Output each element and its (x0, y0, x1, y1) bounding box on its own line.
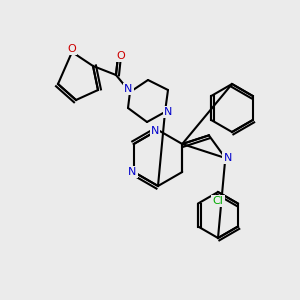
Text: Cl: Cl (213, 196, 224, 206)
Text: O: O (117, 51, 125, 61)
Text: N: N (224, 153, 232, 163)
Text: N: N (124, 84, 133, 94)
Text: N: N (151, 127, 159, 136)
Text: O: O (68, 44, 76, 54)
Text: N: N (128, 167, 136, 177)
Text: N: N (164, 107, 172, 117)
